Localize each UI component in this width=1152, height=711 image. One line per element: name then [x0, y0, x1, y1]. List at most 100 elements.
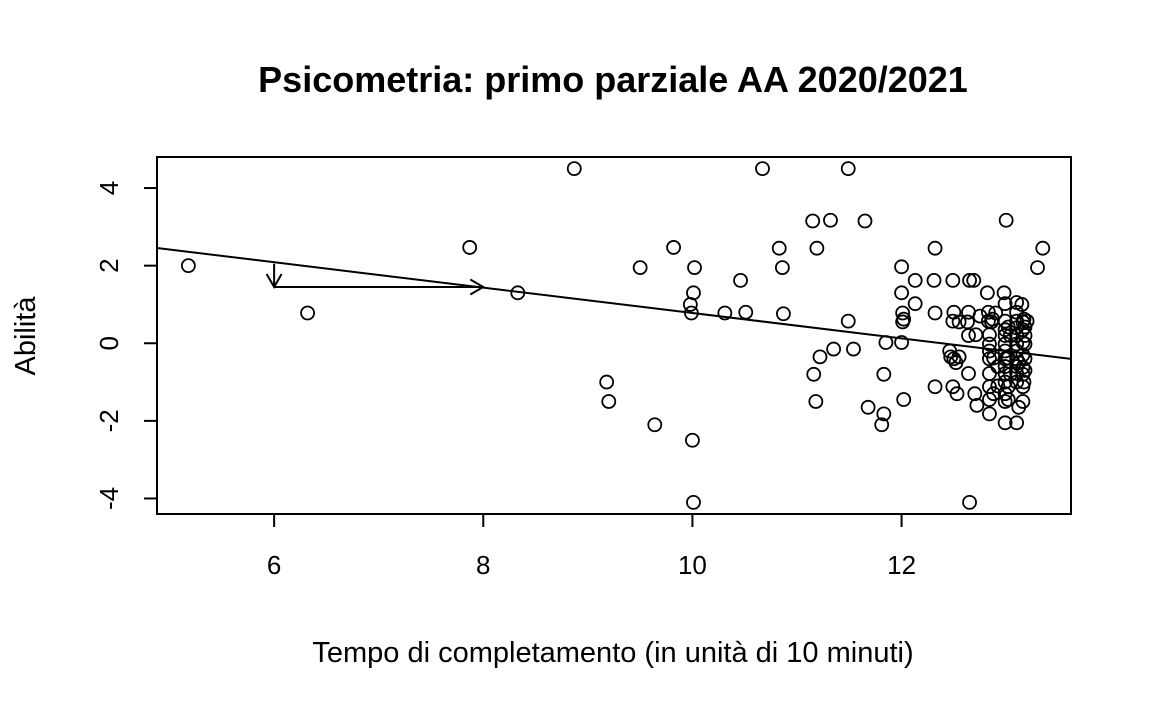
data-point [945, 272, 961, 288]
arrow-head [469, 278, 486, 296]
data-point [962, 272, 977, 288]
data-point [927, 305, 943, 321]
chart-title: Psicometria: primo parziale AA 2020/2021 [258, 59, 968, 100]
regression-line-group [156, 247, 1072, 360]
data-point [990, 378, 1006, 394]
data-point [969, 397, 985, 413]
data-point [1009, 415, 1025, 431]
y-tick-label: -2 [94, 409, 124, 432]
data-point [896, 311, 912, 327]
data-point [966, 272, 982, 288]
data-point [840, 161, 856, 177]
data-point [846, 341, 861, 357]
data-point [997, 415, 1013, 431]
data-point [967, 386, 983, 402]
data-point [857, 213, 873, 229]
data-point [826, 341, 842, 357]
data-point [996, 285, 1012, 301]
data-point [755, 161, 770, 177]
y-axis-label: Abilità [10, 296, 42, 376]
data-point [812, 349, 828, 365]
data-point [907, 272, 923, 288]
data-point [907, 296, 923, 312]
x-axis-label: Tempo di completamento (in unità di 10 m… [312, 637, 913, 669]
data-point [510, 285, 526, 301]
data-point [982, 336, 997, 352]
data-point [945, 379, 961, 395]
data-point [927, 240, 943, 256]
data-point [997, 394, 1013, 409]
data-point [986, 350, 1002, 366]
data-point [1016, 374, 1032, 390]
data-point [997, 343, 1013, 359]
data-point [997, 328, 1013, 343]
data-point [876, 406, 892, 422]
data-point [997, 359, 1013, 374]
data-point [894, 335, 909, 350]
regression-line [156, 247, 1072, 360]
data-point [1015, 359, 1031, 375]
data-point [566, 161, 582, 177]
data-point [685, 432, 700, 448]
data-point [1035, 240, 1051, 256]
data-point [1019, 313, 1035, 329]
plot-frame [156, 156, 1072, 515]
data-point [1000, 392, 1016, 407]
data-point [896, 392, 912, 407]
data-point [998, 212, 1014, 228]
data-point [683, 305, 699, 321]
data-point [860, 399, 876, 415]
data-point [895, 305, 911, 321]
data-point [180, 258, 196, 274]
data-point [1016, 311, 1032, 327]
data-point [876, 366, 892, 382]
data-point [951, 314, 967, 330]
y-tick-label: 0 [94, 336, 124, 350]
x-axis: 6 8 10 12 [267, 513, 916, 580]
data-point [601, 394, 617, 409]
data-point [686, 494, 701, 510]
y-tick-label: 2 [94, 258, 124, 272]
x-tick-label: 8 [476, 550, 490, 580]
y-tick-label: 4 [94, 181, 124, 195]
data-point [733, 272, 748, 288]
data-point [687, 260, 702, 275]
data-point [982, 366, 997, 381]
data-point [738, 304, 754, 320]
data-point [988, 305, 1004, 321]
x-tick-label: 12 [887, 550, 916, 580]
data-point [997, 336, 1013, 352]
data-points [180, 161, 1051, 510]
x-tick-label: 10 [678, 550, 707, 580]
annotation-arrows [265, 263, 486, 296]
data-point [771, 240, 787, 256]
data-point [951, 349, 967, 365]
data-point [982, 406, 997, 422]
data-point [823, 212, 838, 228]
data-point [979, 285, 995, 301]
data-point [666, 240, 682, 255]
x-tick-label: 6 [267, 550, 281, 580]
data-point [599, 374, 615, 390]
data-point [808, 394, 824, 409]
data-point [686, 285, 701, 301]
data-point [647, 417, 663, 433]
data-point [774, 260, 790, 275]
data-point [1017, 351, 1033, 367]
data-point [806, 366, 822, 382]
data-point [878, 335, 894, 350]
data-point [1017, 336, 1033, 352]
data-point [894, 259, 909, 275]
data-point [805, 213, 821, 229]
data-point [961, 366, 976, 381]
data-point [1014, 297, 1030, 312]
data-point [927, 379, 943, 395]
data-point [776, 306, 791, 322]
y-tick-label: -4 [94, 487, 124, 510]
data-point [962, 494, 977, 510]
data-point [1017, 328, 1033, 343]
data-point [1030, 260, 1045, 275]
data-point [1009, 336, 1025, 352]
data-point [894, 285, 909, 301]
